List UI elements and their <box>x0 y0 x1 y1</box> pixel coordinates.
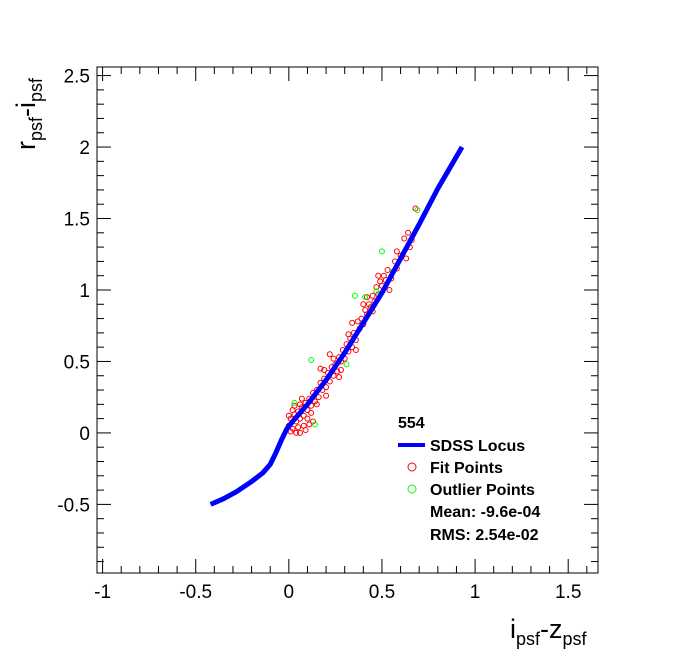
legend-fit-swatch <box>407 462 417 472</box>
y-axis-title: rpsf-ipsf <box>11 77 46 150</box>
legend: 554 SDSS Locus Fit Points Outlier Points… <box>398 415 540 544</box>
fit-point <box>393 248 400 255</box>
plot-frame <box>96 66 599 574</box>
legend-entry-locus: SDSS Locus <box>430 438 525 455</box>
fit-point <box>386 286 393 293</box>
fit-point <box>295 424 302 431</box>
data-marks <box>209 145 465 507</box>
fit-point <box>401 235 408 242</box>
outlier-point <box>362 294 369 301</box>
legend-rms: RMS: 2.54e-02 <box>430 527 539 544</box>
outlier-point <box>378 248 385 255</box>
fit-point <box>337 367 344 374</box>
fit-point <box>317 365 324 372</box>
outlier-point <box>343 361 350 368</box>
fit-point <box>330 355 337 362</box>
x-tick-labels: -1 -0.5 0 0.5 1 1.5 <box>94 582 581 603</box>
fit-point <box>297 429 304 436</box>
legend-entry-outlier: Outlier Points <box>430 482 535 499</box>
fit-point <box>315 394 322 401</box>
outlier-point <box>291 399 298 406</box>
outlier-point <box>373 288 380 295</box>
legend-outlier-swatch <box>407 484 417 494</box>
outlier-point <box>414 206 421 213</box>
fit-point <box>373 284 380 291</box>
fit-point <box>285 412 292 419</box>
x-tick-label: 0 <box>284 582 295 603</box>
outlier-point <box>308 357 315 364</box>
y-tick-label: 0.5 <box>64 352 90 373</box>
fit-point <box>326 351 333 358</box>
fit-point <box>306 421 313 428</box>
locus-line <box>209 145 465 507</box>
legend-entry-fit: Fit Points <box>430 460 503 477</box>
y-tick-label: 1 <box>79 281 90 302</box>
fit-point <box>369 292 376 299</box>
fit-point <box>405 229 412 236</box>
fit-point <box>300 412 307 419</box>
fit-point <box>375 272 382 279</box>
fit-point <box>298 395 305 402</box>
fit-point <box>293 429 300 436</box>
fit-point <box>352 347 359 354</box>
y-tick-label: -0.5 <box>57 495 90 516</box>
fit-point <box>360 301 367 308</box>
fit-point <box>323 392 330 399</box>
outlier-point <box>351 292 358 299</box>
fit-point <box>308 409 315 416</box>
x-tick-label: 0.5 <box>369 582 395 603</box>
fit-point <box>313 401 320 408</box>
x-tick-label: -0.5 <box>179 582 212 603</box>
outlier-point <box>311 421 318 428</box>
x-tick-label: 1.5 <box>555 582 581 603</box>
y-tick-label: 2.5 <box>64 67 90 88</box>
fit-point <box>302 427 309 434</box>
fit-point <box>321 367 328 374</box>
axis-ticks <box>97 67 598 573</box>
fit-point <box>304 415 311 422</box>
fit-point <box>345 331 352 338</box>
fit-point <box>291 402 298 409</box>
x-tick-label: -1 <box>94 582 111 603</box>
fit-point <box>403 255 410 262</box>
y-tick-label: 0 <box>79 424 90 445</box>
y-tick-label: 1.5 <box>64 210 90 231</box>
fit-point <box>384 266 391 273</box>
fit-point <box>354 318 361 325</box>
x-axis-title: ipsf-zpsf <box>510 614 588 649</box>
fit-point <box>349 319 356 326</box>
legend-header: 554 <box>398 415 425 432</box>
legend-mean: Mean: -9.6e-04 <box>430 504 540 521</box>
x-tick-label: 1 <box>470 582 481 603</box>
y-tick-label: 2 <box>79 138 90 159</box>
fit-point <box>297 401 304 408</box>
y-tick-labels: -0.5 0 0.5 1 1.5 2 2.5 <box>57 67 90 517</box>
fit-point <box>336 374 343 381</box>
fit-point <box>364 294 371 301</box>
